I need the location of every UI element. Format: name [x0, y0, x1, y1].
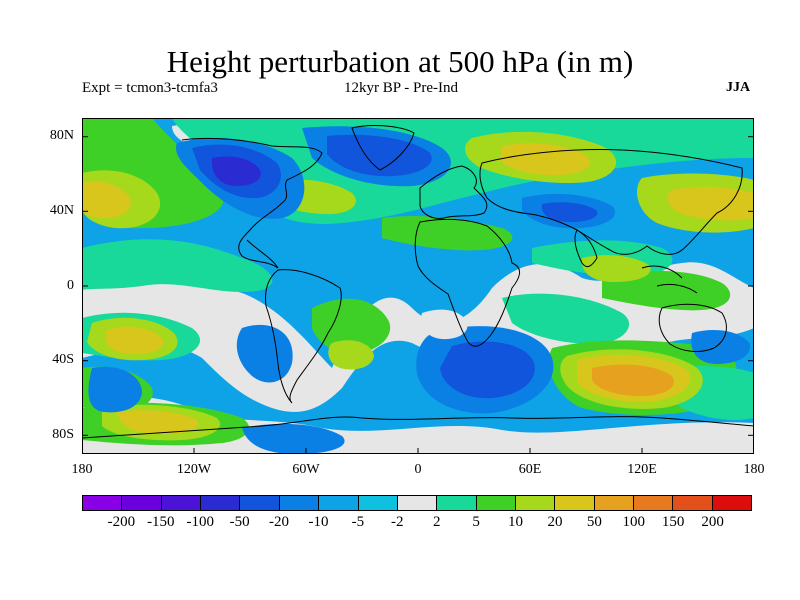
colorbar	[82, 495, 752, 511]
colorbar-swatch	[83, 496, 123, 510]
period-label: 12kyr BP - Pre-Ind	[344, 80, 459, 96]
contour-fields	[82, 118, 754, 454]
high-field	[667, 186, 754, 221]
lon-label-180w: 180	[71, 462, 93, 477]
low-field	[242, 423, 345, 454]
colorbar-swatch	[279, 496, 320, 510]
low-field	[211, 156, 261, 186]
colorbar-label: -100	[186, 514, 214, 530]
high-field	[105, 326, 164, 354]
colorbar-label: -150	[147, 514, 175, 530]
season-label: JJA	[726, 80, 751, 95]
low-field	[440, 341, 535, 399]
colorbar-swatch	[319, 496, 359, 510]
lat-label-40n: 40N	[49, 203, 74, 218]
colorbar-label: 2	[432, 514, 441, 530]
lon-label-180e: 180	[743, 462, 765, 477]
colorbar-swatch	[437, 496, 477, 510]
colorbar-label: -50	[229, 514, 250, 530]
colorbar-label: 50	[586, 514, 602, 530]
colorbar-label: 200	[701, 514, 724, 530]
colorbar-label: -20	[269, 514, 290, 530]
positive-field	[502, 293, 630, 344]
colorbar-swatch	[201, 496, 241, 510]
colorbar-swatch	[673, 496, 713, 510]
lat-label-40s: 40S	[52, 352, 74, 367]
tick-marks	[82, 136, 754, 454]
neutral-field	[421, 309, 468, 340]
colorbar-swatch	[397, 496, 438, 510]
lat-label-eq: 0	[67, 278, 74, 293]
low-field	[541, 202, 598, 222]
colorbar-label: 5	[472, 514, 480, 530]
colorbar-label: -5	[351, 514, 365, 530]
colorbar-swatch	[358, 496, 398, 510]
low-field	[691, 330, 751, 364]
colorbar-swatch	[634, 496, 674, 510]
colorbar-label: 20	[547, 514, 563, 530]
colorbar-swatch	[476, 496, 516, 510]
lon-label-120e: 120E	[627, 462, 657, 477]
coastline-india	[574, 229, 598, 268]
colorbar-label: -10	[308, 514, 329, 530]
colorbar-swatch	[161, 496, 202, 510]
coastline-africa	[414, 218, 520, 347]
plot-title: Height perturbation at 500 hPa (in m)	[166, 44, 634, 79]
colorbar-swatch	[594, 496, 635, 510]
colorbar-swatch	[515, 496, 556, 510]
coastlines	[82, 125, 754, 439]
lon-label-60w: 60W	[292, 462, 320, 477]
colorbar-label: 150	[661, 514, 685, 530]
low-field	[327, 134, 432, 177]
colorbar-label: -2	[391, 514, 404, 530]
high-field	[117, 410, 198, 434]
colorbar-swatch	[122, 496, 162, 510]
coastline-antarctica	[82, 416, 754, 439]
lon-label-120w: 120W	[176, 462, 212, 477]
colorbar-swatch	[712, 496, 752, 510]
positive-field	[82, 239, 273, 292]
coastline-maritime	[641, 265, 698, 294]
low-field	[88, 366, 142, 413]
height-perturbation-map	[82, 118, 754, 454]
positive-field	[312, 298, 391, 354]
high-field	[328, 340, 374, 370]
colorbar-label: 10	[508, 514, 524, 530]
colorbar-swatch	[555, 496, 595, 510]
high-field	[592, 364, 674, 397]
high-field	[500, 143, 591, 176]
colorbar-swatch	[240, 496, 280, 510]
coastline-europe	[419, 165, 488, 219]
coastline-asia	[479, 149, 743, 255]
lon-label-60e: 60E	[518, 462, 542, 477]
coastline-australia	[658, 303, 727, 352]
positive-field	[382, 216, 513, 251]
high-field	[82, 181, 131, 218]
lat-label-80s: 80S	[52, 427, 74, 442]
positive-field	[602, 271, 731, 311]
experiment-label: Expt = tcmon3-tcmfa3	[82, 80, 218, 96]
colorbar-label: 100	[622, 514, 646, 530]
coastline-south-america	[265, 269, 342, 404]
coastline-greenland	[351, 125, 415, 171]
colorbar-label: -200	[107, 514, 136, 530]
lat-label-80n: 80N	[49, 128, 74, 143]
lon-label-0: 0	[414, 462, 422, 477]
coastline-north-america	[181, 137, 323, 269]
high-field	[581, 255, 651, 282]
